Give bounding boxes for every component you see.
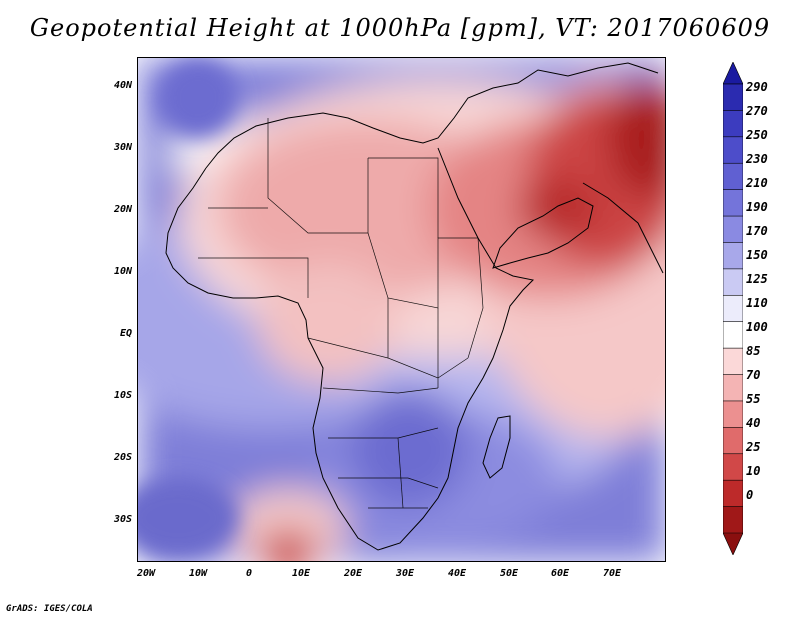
legend-band	[723, 506, 743, 534]
legend-band	[723, 242, 743, 270]
y-tick-label: 40N	[113, 80, 132, 91]
legend-band	[723, 321, 743, 349]
legend-label: 270	[746, 104, 768, 118]
x-tick-label: 50E	[499, 568, 519, 579]
legend-label: 210	[746, 176, 768, 190]
x-tick-label: 10E	[291, 568, 311, 579]
legend-label: 0	[746, 488, 754, 502]
legend-cap-bottom	[723, 532, 743, 555]
x-tick-label: 10W	[188, 568, 208, 579]
x-tick-label: 30E	[395, 568, 415, 579]
legend-label: 25	[746, 440, 761, 454]
y-tick-label: 10S	[113, 390, 132, 401]
color-legend	[723, 62, 743, 555]
x-tick-label: 40E	[447, 568, 467, 579]
legend-band	[723, 83, 743, 112]
legend-band	[723, 136, 743, 165]
height-field	[138, 58, 665, 561]
legend-band	[723, 400, 743, 429]
legend-band	[723, 294, 743, 323]
legend-label: 85	[746, 344, 761, 358]
legend-band	[723, 268, 743, 297]
grads-credit: GrADS: IGES/COLA	[6, 604, 93, 614]
legend-label: 40	[746, 416, 761, 430]
legend-band	[723, 453, 743, 481]
legend-band	[723, 427, 743, 455]
legend-label: 55	[746, 392, 761, 406]
legend-band	[723, 347, 743, 376]
y-tick-label: 30N	[113, 142, 132, 153]
legend-band	[723, 215, 743, 244]
legend-label: 230	[746, 152, 768, 166]
x-tick-label: 60E	[550, 568, 570, 579]
legend-cap-top	[723, 62, 743, 85]
legend-label: 70	[746, 368, 761, 382]
legend-label: 150	[746, 248, 768, 262]
legend-label: 10	[746, 464, 761, 478]
x-tick-label: 0	[245, 568, 253, 579]
legend-label: 190	[746, 200, 768, 214]
x-tick-label: 20E	[343, 568, 363, 579]
x-tick-label: 70E	[602, 568, 622, 579]
legend-label: 250	[746, 128, 768, 142]
legend-band	[723, 189, 743, 217]
y-tick-label: EQ	[119, 328, 132, 339]
legend-band	[723, 110, 743, 138]
legend-label: 290	[746, 80, 768, 94]
y-tick-label: 10N	[113, 266, 132, 277]
x-tick-label: 20W	[136, 568, 156, 579]
legend-label: 170	[746, 224, 768, 238]
legend-label: 100	[746, 320, 768, 334]
coastlines	[165, 62, 664, 551]
map-panel	[137, 57, 666, 562]
legend-band	[723, 162, 743, 191]
y-tick-label: 20N	[113, 204, 132, 215]
legend-label: 125	[746, 272, 768, 286]
y-tick-label: 30S	[113, 514, 132, 525]
map-title: Geopotential Height at 1000hPa [gpm], VT…	[29, 14, 771, 42]
legend-band	[723, 479, 743, 508]
legend-band	[723, 374, 743, 402]
y-tick-label: 20S	[113, 452, 132, 463]
legend-label: 110	[746, 296, 768, 310]
country-borders	[198, 118, 484, 509]
